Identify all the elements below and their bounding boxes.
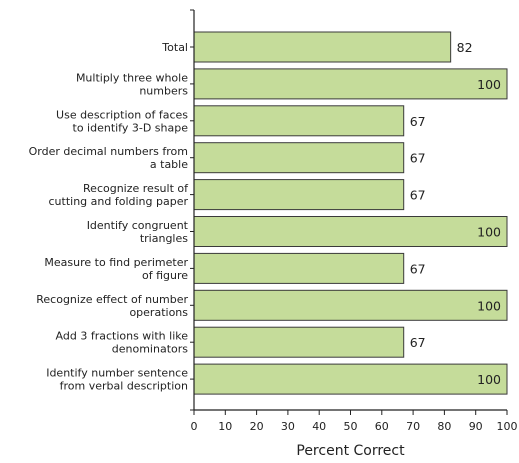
bar xyxy=(193,31,452,63)
data-label: 67 xyxy=(410,114,426,129)
data-label: 67 xyxy=(410,151,426,166)
x-tick-label: 30 xyxy=(281,420,295,433)
data-labels: 82 100 67 67 67 100 67 100 67 100 xyxy=(410,40,501,387)
data-label: 67 xyxy=(410,335,426,350)
x-tick-label: 70 xyxy=(406,420,420,433)
category-label: Use description of faces to identify 3-D … xyxy=(56,108,188,134)
category-label: Measure to find perimeter of figure xyxy=(44,256,188,282)
data-label: 100 xyxy=(477,298,501,313)
category-label: Recognize effect of number operations xyxy=(36,293,188,319)
x-tick-label: 100 xyxy=(497,420,518,433)
x-tick-label: 40 xyxy=(312,420,326,433)
data-label: 82 xyxy=(457,40,473,55)
x-tick-label: 50 xyxy=(344,420,358,433)
bar xyxy=(193,179,405,211)
data-label: 100 xyxy=(477,372,501,387)
data-label: 67 xyxy=(410,188,426,203)
bar xyxy=(193,105,405,137)
bar xyxy=(193,142,405,174)
category-label: Total xyxy=(161,41,188,54)
x-tick-label: 80 xyxy=(437,420,451,433)
category-label: Order decimal numbers from a table xyxy=(29,145,189,171)
category-label: Add 3 fractions with like denominators xyxy=(56,330,189,356)
x-axis-title: Percent Correct xyxy=(296,443,405,459)
x-tick-label: 60 xyxy=(375,420,389,433)
bars-layer xyxy=(193,31,508,395)
bar xyxy=(193,326,405,358)
category-label: Identify number sentence from verbal desc… xyxy=(46,367,188,393)
category-label: Multiply three whole numbers xyxy=(76,71,188,97)
category-label: Recognize result of cutting and folding p… xyxy=(49,182,190,208)
data-label: 67 xyxy=(410,261,426,276)
data-label: 100 xyxy=(477,77,501,92)
bar xyxy=(193,289,508,321)
category-labels: Total Multiply three whole numbers Use desc… xyxy=(29,41,190,393)
x-tick-label: 0 xyxy=(191,420,198,433)
x-tick-label: 90 xyxy=(469,420,483,433)
category-label: Identify congruent triangles xyxy=(87,219,189,245)
axes: 0 10 20 30 40 50 60 70 80 90 100 xyxy=(190,9,518,433)
data-label: 100 xyxy=(477,225,501,240)
bar xyxy=(193,68,508,100)
bar xyxy=(193,363,508,395)
x-tick-label: 20 xyxy=(250,420,264,433)
x-tick-label: 10 xyxy=(218,420,232,433)
bar xyxy=(193,216,508,247)
bar xyxy=(193,252,405,284)
